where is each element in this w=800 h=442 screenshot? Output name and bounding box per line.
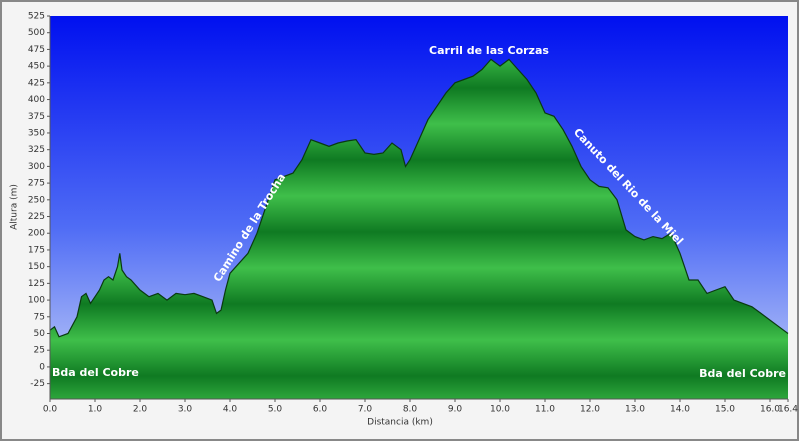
y-tick-label: 525 (28, 12, 45, 22)
y-tick-label: 250 (28, 195, 45, 205)
x-tick-label: 13.0 (625, 405, 645, 415)
y-tick-label: 350 (28, 128, 45, 138)
area (50, 59, 788, 400)
y-tick-label: 150 (28, 262, 45, 272)
y-tick-label: 100 (28, 296, 45, 306)
y-tick-label: 325 (28, 145, 45, 155)
y-tick-label: -25 (30, 379, 45, 389)
y-tick-label: 475 (28, 45, 45, 55)
x-tick-label: 9.0 (448, 405, 463, 415)
x-tick-label: 16.4 (778, 405, 798, 415)
y-tick-label: 275 (28, 179, 45, 189)
y-tick-label: 400 (28, 95, 45, 105)
x-tick-label: 5.0 (268, 405, 283, 415)
y-tick-label: 500 (28, 28, 45, 38)
y-tick-label: 225 (28, 212, 45, 222)
x-tick-label: 3.0 (178, 405, 193, 415)
y-tick-label: 300 (28, 162, 45, 172)
y-tick-label: 50 (34, 329, 46, 339)
y-tick-label: 125 (28, 279, 45, 289)
y-tick-label: 375 (28, 112, 45, 122)
x-tick-label: 16.0 (760, 405, 780, 415)
annotation: Bda del Cobre (52, 366, 139, 379)
y-tick-label: 25 (34, 346, 45, 356)
annotation: Bda del Cobre (699, 367, 786, 380)
annotation: Carril de las Corzas (429, 44, 549, 57)
x-tick-label: 4.0 (223, 405, 238, 415)
x-tick-label: 1.0 (88, 405, 103, 415)
x-tick-label: 12.0 (580, 405, 600, 415)
x-tick-label: 8.0 (403, 405, 418, 415)
y-tick-label: 450 (28, 62, 45, 72)
x-tick-label: 11.0 (535, 405, 555, 415)
x-tick-label: 7.0 (358, 405, 373, 415)
y-tick-label: 425 (28, 78, 45, 88)
x-tick-label: 10.0 (490, 405, 510, 415)
x-tick-label: 6.0 (313, 405, 328, 415)
x-tick-label: 0.0 (43, 405, 58, 415)
x-axis-label: Distancia (km) (367, 418, 433, 428)
y-tick-label: 0 (39, 362, 45, 372)
x-tick-label: 15.0 (715, 405, 735, 415)
y-tick-label: 200 (28, 229, 45, 239)
x-tick-label: 2.0 (133, 405, 148, 415)
profile-line (49, 58, 789, 338)
y-axis-label: Altura (m) (10, 184, 20, 230)
y-tick-label: 75 (34, 312, 45, 322)
y-tick-label: 175 (28, 245, 45, 255)
x-tick-label: 14.0 (670, 405, 690, 415)
